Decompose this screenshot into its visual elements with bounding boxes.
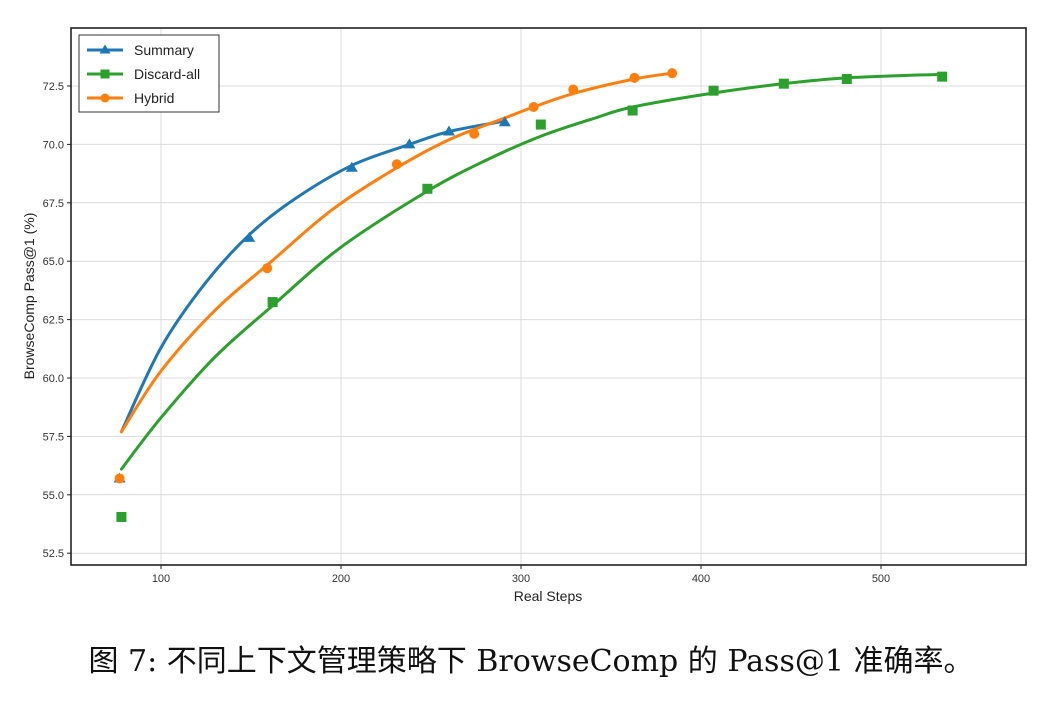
square-marker [708,85,719,96]
figure-caption: 图 7: 不同上下文管理策略下 BrowseComp 的 Pass@1 准确率。 [88,644,974,679]
y-tick-label: 52.5 [43,548,64,560]
square-marker [627,105,638,116]
x-tick-label: 300 [512,573,530,585]
y-tick-label: 55.0 [43,490,64,502]
square-marker [116,511,127,522]
square-marker [841,73,852,84]
y-tick-label: 72.5 [43,81,64,93]
fit-curve-summary [119,119,507,434]
legend: Summary Discard-all Hybrid [78,34,220,113]
y-axis-label: BrowseComp Pass@1 (%) [21,213,37,380]
y-tick-label: 60.0 [43,373,64,385]
plot-frame [70,27,1027,566]
square-marker [778,78,789,89]
x-tick-label: 100 [152,573,170,585]
circle-marker [528,102,539,113]
data-markers [113,68,948,522]
triangle-marker [443,125,455,136]
x-tick-label: 500 [872,573,890,585]
triangle-marker [243,231,256,242]
square-marker [422,183,433,194]
circle-marker [114,473,125,484]
legend-label-hybrid: Hybrid [134,90,174,106]
triangle-marker [403,138,416,149]
triangle-marker [345,161,358,172]
y-tick-label: 70.0 [43,139,64,151]
legend-label-discard-all: Discard-all [134,66,200,82]
square-marker [535,119,546,130]
x-axis-ticks: 100 200 300 400 500 [152,565,890,585]
legend-label-summary: Summary [134,42,194,58]
y-tick-label: 62.5 [43,315,64,327]
x-tick-label: 200 [332,573,350,585]
y-tick-label: 67.5 [43,198,64,210]
fit-curves [119,71,944,471]
x-tick-label: 400 [692,573,710,585]
x-axis-label: Real Steps [514,588,582,604]
grid-lines [71,28,1026,565]
circle-marker [262,263,273,274]
circle-marker [100,93,110,103]
circle-marker [568,84,579,95]
y-axis-ticks: 52.5 55.0 57.5 60.0 62.5 65.0 67.5 70.0 72.5 [43,81,71,560]
fit-curve-discard-all [119,72,944,471]
square-marker [267,297,278,308]
y-tick-label: 65.0 [43,256,64,268]
square-marker [937,71,948,82]
triangle-marker [99,44,111,54]
y-tick-label: 57.5 [43,431,64,443]
circle-marker [629,72,640,83]
line-chart: 100 200 300 400 500 52.5 55.0 57.5 60.0 62.5 65.0… [21,27,1027,604]
circle-marker [391,159,402,170]
square-marker [100,69,110,79]
triangle-marker [498,116,511,127]
circle-marker [469,128,480,139]
circle-marker [667,68,678,79]
